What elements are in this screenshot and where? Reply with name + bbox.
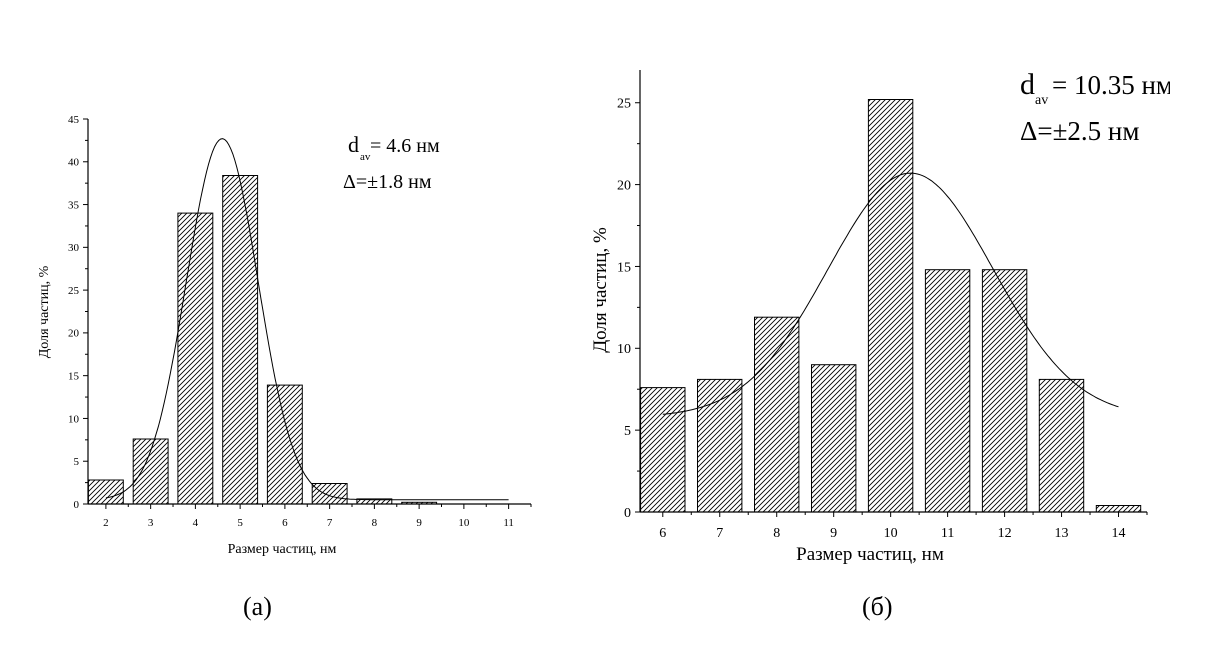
bar-4 [177, 212, 214, 505]
x-tick-label-11: 11 [503, 517, 514, 529]
x-tick-label-7: 7 [327, 517, 333, 529]
bar-11 [924, 269, 971, 513]
dav-symbol: d [348, 132, 359, 157]
y-tick-label-30: 30 [68, 242, 80, 254]
delta-annotation: Δ=±2.5 нм [1020, 116, 1139, 146]
x-tick-label-4: 4 [193, 517, 199, 529]
bar-10 [867, 99, 914, 513]
y-tick-label-10: 10 [68, 413, 80, 425]
bar-5 [222, 175, 259, 505]
y-tick-label-20: 20 [617, 178, 631, 193]
panel-b-label: (б) [862, 592, 893, 621]
bar-3 [132, 438, 169, 505]
y-tick-label-45: 45 [68, 114, 80, 126]
y-tick-label-25: 25 [68, 285, 80, 297]
x-tick-label-3: 3 [148, 517, 154, 529]
y-tick-label-0: 0 [624, 506, 631, 521]
x-axis-label: Размер частиц, нм [228, 542, 337, 557]
dav-subscript: av [360, 151, 371, 163]
y-tick-label-15: 15 [68, 371, 80, 383]
y-tick-label-5: 5 [624, 424, 631, 439]
bar-13 [1038, 378, 1085, 513]
x-tick-label-8: 8 [372, 517, 378, 529]
y-axis-label: Доля частиц, % [590, 227, 611, 353]
y-tick-label-25: 25 [617, 97, 631, 112]
x-tick-label-9: 9 [830, 526, 837, 541]
bar-6 [266, 384, 303, 505]
x-tick-label-10: 10 [884, 526, 898, 541]
x-tick-label-7: 7 [716, 526, 723, 541]
x-tick-label-6: 6 [659, 526, 666, 541]
y-tick-label-20: 20 [68, 328, 80, 340]
dav-subscript: av [1035, 93, 1048, 108]
x-tick-label-11: 11 [941, 526, 954, 541]
bar-14 [1095, 505, 1142, 513]
bar-2 [87, 479, 124, 505]
bar-6 [640, 387, 686, 513]
x-tick-label-12: 12 [998, 526, 1012, 541]
bar-12 [981, 269, 1028, 513]
y-tick-label-0: 0 [74, 499, 80, 511]
x-tick-label-5: 5 [237, 517, 243, 529]
fit-curve [105, 138, 509, 501]
y-tick-label-35: 35 [68, 199, 80, 211]
bar-9 [811, 364, 857, 513]
dav-value: = 4.6 нм [370, 135, 440, 157]
dav-value: = 10.35 нм [1052, 70, 1170, 100]
bar-7 [311, 483, 348, 505]
fit-curve [662, 172, 1119, 415]
x-tick-label-10: 10 [458, 517, 470, 529]
x-tick-label-14: 14 [1112, 526, 1126, 541]
bar-8 [754, 316, 800, 513]
x-axis-label: Размер частиц, нм [796, 544, 944, 565]
x-tick-label-6: 6 [282, 517, 288, 529]
bar-7 [697, 378, 743, 513]
chart-b: 0 5 10 15 20 25 6 7 8 9 10 11 12 13 14 Размер частиц, … [590, 68, 1170, 565]
y-tick-label-10: 10 [617, 342, 631, 357]
x-tick-label-8: 8 [773, 526, 780, 541]
x-tick-label-2: 2 [103, 517, 109, 529]
x-tick-label-13: 13 [1055, 526, 1069, 541]
y-tick-label-15: 15 [617, 260, 631, 275]
delta-annotation: Δ=±1.8 нм [343, 171, 432, 193]
dav-symbol: d [1020, 68, 1035, 101]
y-axis-label: Доля частиц, % [37, 265, 52, 358]
x-tick-label-9: 9 [416, 517, 422, 529]
y-tick-label-40: 40 [68, 157, 80, 169]
y-tick-label-5: 5 [74, 456, 80, 468]
panel-a-label: (а) [243, 592, 272, 621]
